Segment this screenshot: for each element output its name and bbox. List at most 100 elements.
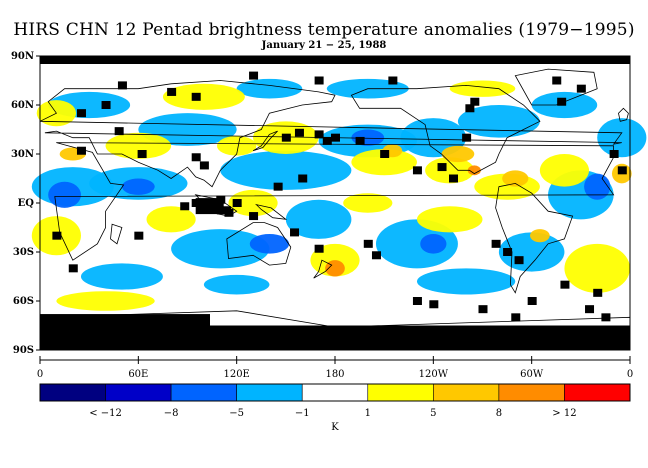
no-data-cell: [363, 239, 373, 248]
anomaly-patch: [162, 83, 245, 110]
lat-label: 90N: [11, 51, 34, 62]
lat-label: 30S: [13, 247, 34, 258]
map-title: HIRS CHN 12 Pentad brightness temperatur…: [13, 20, 635, 40]
no-data-cell: [232, 199, 242, 207]
no-data-cell: [40, 314, 210, 329]
anomaly-patch: [80, 263, 163, 290]
no-data-cell: [68, 264, 78, 273]
colorbar: < −12 −8 −5 −1 1 5 8 > 12 K: [39, 383, 631, 433]
no-data-cell: [601, 313, 611, 322]
no-data-cell: [249, 71, 259, 80]
colorbar-box: [301, 383, 369, 402]
no-data-cell: [557, 97, 567, 106]
no-data-cell: [249, 212, 259, 221]
no-data-cell: [117, 81, 127, 90]
latitude-axis: 90N 60N 30N EQ 30S 60S 90S: [11, 51, 40, 356]
colorbar-tick-label: −1: [295, 408, 310, 419]
no-data-cluster: [217, 206, 231, 215]
anomaly-patch: [449, 80, 516, 97]
no-data-band-north: [40, 56, 630, 64]
lat-label: 60N: [11, 100, 34, 111]
lon-label: 120E: [223, 369, 249, 380]
indonesia-outline: [194, 194, 238, 217]
colorbar-box: [564, 383, 631, 402]
no-data-cell: [314, 244, 324, 253]
map-panel: 90N 60N 30N EQ 30S 60S 90S: [11, 51, 647, 356]
no-data-cell: [412, 166, 422, 175]
no-data-cell: [199, 161, 209, 170]
no-data-cell: [298, 174, 308, 183]
colorbar-tick-label: −8: [164, 408, 179, 419]
no-data-cell: [478, 305, 488, 314]
no-data-cell: [76, 109, 86, 118]
no-data-cell: [167, 87, 177, 96]
lat-label: 90S: [13, 345, 34, 356]
no-data-cell: [511, 313, 521, 322]
no-data-cell: [191, 153, 201, 162]
no-data-cell: [412, 297, 422, 305]
no-data-cell: [281, 133, 291, 142]
no-data-cell: [180, 202, 190, 211]
no-data-cell: [191, 92, 201, 101]
anomaly-field: [31, 78, 647, 311]
anomaly-patch: [530, 229, 550, 243]
no-data-cell: [617, 166, 627, 175]
no-data-cell: [134, 231, 144, 240]
colorbar-box: [236, 383, 303, 402]
no-data-cell: [137, 150, 147, 158]
lat-label: 30N: [11, 149, 34, 160]
colorbar-box: [367, 383, 434, 402]
colorbar-box: [105, 383, 172, 402]
newguinea-outline: [255, 203, 288, 220]
no-data-cell: [314, 130, 324, 139]
lon-label: 60E: [128, 369, 148, 380]
anomaly-patch: [564, 243, 630, 293]
no-data-band-south: [40, 325, 630, 350]
anomaly-patch: [217, 136, 257, 156]
greenland-outline: [514, 68, 598, 106]
anomaly-patch: [220, 150, 352, 190]
no-data-cell: [491, 239, 501, 248]
no-data-cell: [503, 248, 513, 256]
lon-label: 0: [37, 369, 43, 380]
no-data-cell: [449, 174, 458, 183]
anomaly-patch: [48, 181, 81, 208]
britain-outline: [618, 107, 629, 122]
lon-label: 60W: [520, 369, 544, 380]
longitude-axis: 0 60E 120E 180 120W 60W 0: [37, 356, 633, 380]
colorbar-unit: K: [331, 422, 339, 433]
anomaly-patch: [420, 234, 447, 254]
anomaly-patch: [249, 234, 290, 254]
no-data-cell: [101, 101, 111, 109]
europe-asia-outline: [39, 80, 623, 188]
no-data-cell: [314, 76, 324, 85]
anomaly-patch: [375, 219, 458, 269]
anomaly-patch: [56, 291, 155, 311]
anomaly-patch: [228, 189, 278, 217]
anomaly-patch: [285, 199, 352, 239]
anomaly-patch: [203, 274, 270, 295]
colorbar-frame: [39, 383, 631, 402]
colorbar-tick-label: 1: [365, 408, 371, 419]
anomaly-patch: [539, 154, 590, 187]
lat-label: EQ: [18, 198, 35, 209]
anomaly-patch: [351, 149, 417, 176]
lon-label: 0: [627, 369, 633, 380]
no-data-cell: [593, 288, 603, 297]
japan-outline: [252, 130, 278, 152]
no-data-cell: [514, 256, 524, 265]
anomaly-patch: [105, 132, 172, 159]
africa-outline: [54, 142, 615, 261]
newzealand-outline: [313, 259, 333, 279]
colorbar-tick-label: < −12: [89, 408, 122, 419]
no-data-cell: [465, 104, 475, 113]
lon-label: 180: [325, 369, 344, 380]
no-data-cell: [609, 150, 619, 158]
no-data-cell: [462, 133, 472, 142]
no-data-cell: [114, 127, 124, 136]
anomaly-patch: [425, 157, 475, 184]
no-data-cell: [388, 76, 398, 85]
no-data-cell: [290, 228, 300, 237]
anomaly-patch: [416, 206, 483, 233]
